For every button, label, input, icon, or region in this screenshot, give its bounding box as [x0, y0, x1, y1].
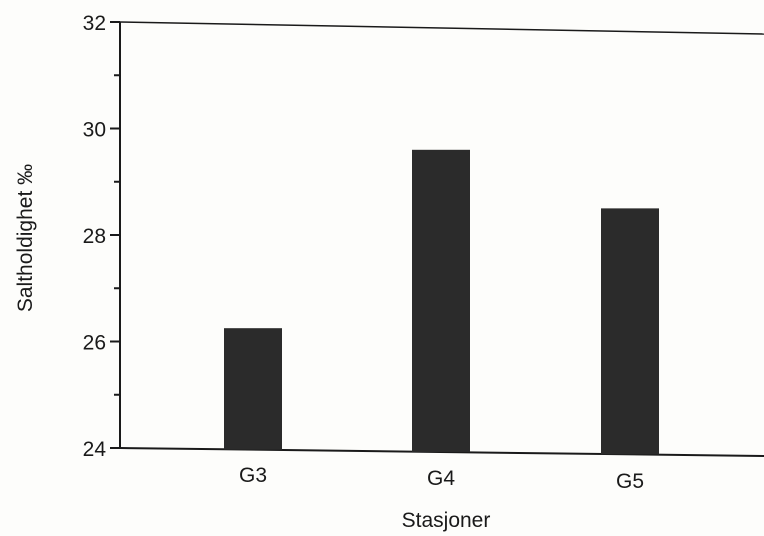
y-tick-label: 26 [83, 332, 106, 355]
x-tick-label: G5 [616, 470, 644, 493]
x-axis-title: Stasjoner [402, 509, 491, 532]
x-tick-labels: G3 G4 G5 [239, 464, 644, 493]
bar-g4 [412, 149, 470, 452]
y-ticks: 24 26 28 30 32 [83, 12, 120, 461]
y-tick-label: 32 [83, 12, 106, 35]
y-tick-label: 30 [83, 119, 106, 142]
y-tick-label: 24 [83, 438, 107, 461]
bar-g5 [601, 208, 659, 455]
bar-g3 [224, 328, 282, 450]
x-tick-label: G4 [427, 467, 455, 490]
top-border-line [119, 21, 764, 35]
x-tick-label: G3 [239, 464, 267, 487]
bars [224, 149, 659, 455]
y-axis-title: Saltholdighet ‰ [14, 164, 37, 312]
y-tick-label: 28 [83, 225, 106, 248]
